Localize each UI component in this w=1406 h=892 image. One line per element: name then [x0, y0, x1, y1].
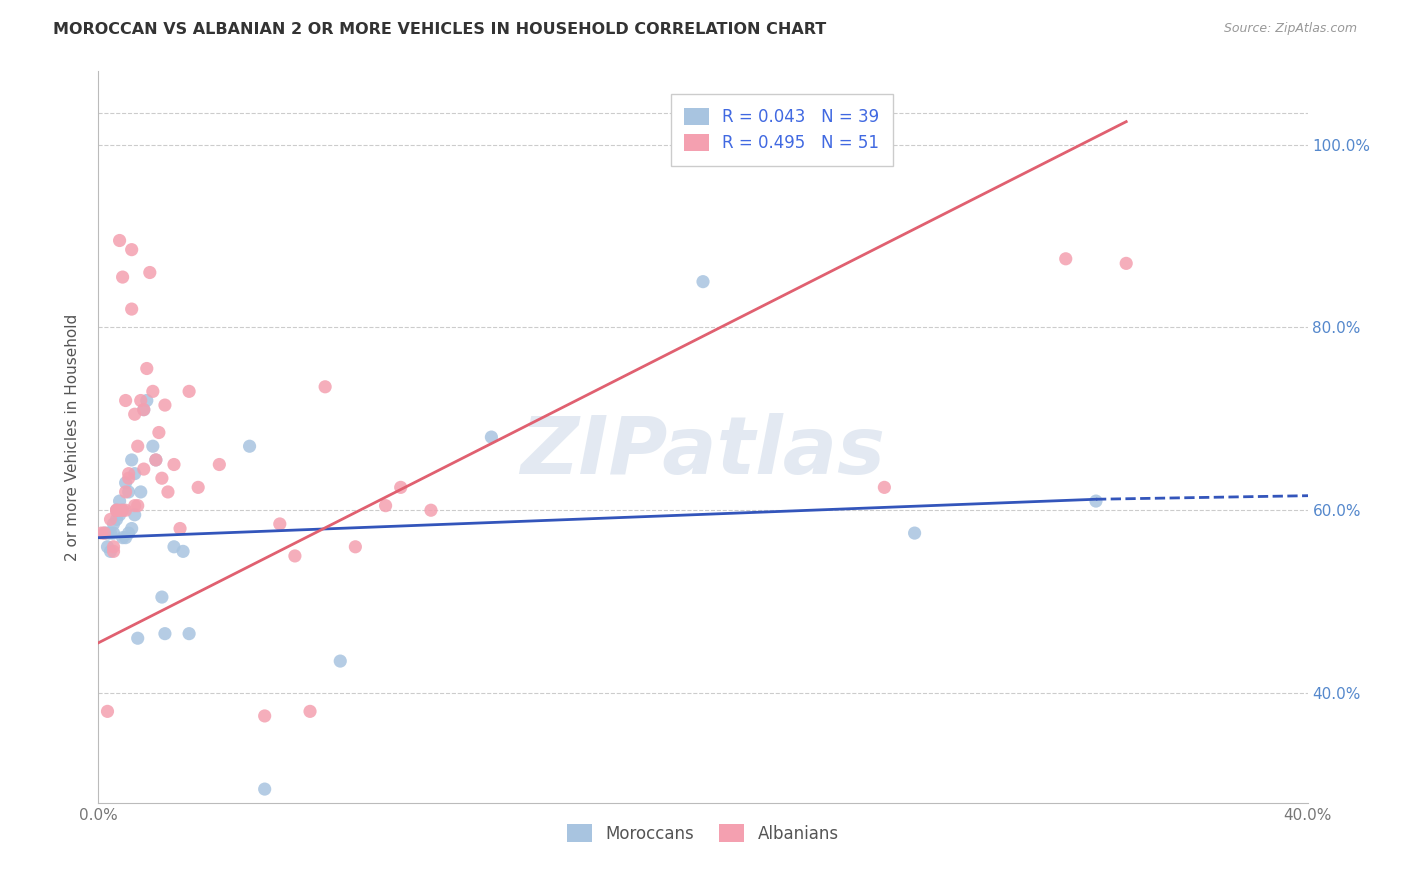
- Point: [124, 499, 146, 513]
- Point: [105, 503, 128, 517]
- Point: [129, 393, 152, 408]
- Point: [142, 384, 165, 399]
- Point: [111, 270, 134, 285]
- Point: [299, 705, 322, 719]
- Point: [148, 425, 170, 440]
- Point: [103, 516, 125, 531]
- Point: [145, 453, 167, 467]
- Point: [103, 526, 125, 541]
- Text: MOROCCAN VS ALBANIAN 2 OR MORE VEHICLES IN HOUSEHOLD CORRELATION CHART: MOROCCAN VS ALBANIAN 2 OR MORE VEHICLES …: [53, 22, 827, 37]
- Point: [118, 485, 141, 500]
- Point: [150, 471, 173, 485]
- Point: [873, 480, 896, 494]
- Point: [105, 512, 128, 526]
- Point: [253, 782, 276, 797]
- Point: [127, 439, 149, 453]
- Point: [132, 402, 155, 417]
- Point: [179, 626, 201, 640]
- Point: [111, 503, 134, 517]
- Point: [1054, 252, 1077, 266]
- Point: [129, 485, 152, 500]
- Point: [135, 393, 157, 408]
- Point: [103, 544, 125, 558]
- Point: [135, 361, 157, 376]
- Point: [127, 632, 149, 646]
- Point: [93, 526, 115, 541]
- Point: [163, 540, 186, 554]
- Point: [103, 540, 125, 554]
- Point: [329, 654, 352, 668]
- Text: Source: ZipAtlas.com: Source: ZipAtlas.com: [1223, 22, 1357, 36]
- Point: [96, 705, 118, 719]
- Point: [111, 531, 134, 545]
- Point: [156, 485, 179, 500]
- Point: [111, 503, 134, 517]
- Point: [93, 526, 115, 541]
- Point: [118, 471, 141, 485]
- Point: [153, 398, 176, 412]
- Point: [124, 467, 146, 481]
- Point: [1115, 256, 1137, 270]
- Point: [100, 512, 122, 526]
- Point: [124, 407, 146, 421]
- Point: [145, 453, 167, 467]
- Point: [139, 266, 162, 280]
- Point: [692, 275, 714, 289]
- Point: [314, 380, 336, 394]
- Point: [108, 494, 131, 508]
- Point: [169, 521, 191, 535]
- Point: [108, 234, 131, 248]
- Point: [114, 485, 136, 500]
- Point: [208, 458, 231, 472]
- Point: [108, 508, 131, 522]
- Point: [179, 384, 201, 399]
- Point: [253, 709, 276, 723]
- Point: [153, 626, 176, 640]
- Point: [121, 521, 143, 535]
- Legend: Moroccans, Albanians: Moroccans, Albanians: [561, 818, 845, 849]
- Point: [284, 549, 307, 563]
- Point: [163, 458, 186, 472]
- Point: [481, 430, 503, 444]
- Point: [114, 531, 136, 545]
- Point: [420, 503, 443, 517]
- Point: [100, 544, 122, 558]
- Point: [121, 243, 143, 257]
- Point: [344, 540, 367, 554]
- Point: [127, 499, 149, 513]
- Point: [121, 453, 143, 467]
- Point: [904, 526, 927, 541]
- Point: [105, 503, 128, 517]
- Point: [269, 516, 291, 531]
- Point: [132, 402, 155, 417]
- Point: [90, 526, 112, 541]
- Point: [124, 508, 146, 522]
- Point: [114, 503, 136, 517]
- Point: [114, 475, 136, 490]
- Point: [389, 480, 412, 494]
- Point: [1085, 494, 1108, 508]
- Point: [105, 503, 128, 517]
- Point: [239, 439, 262, 453]
- Point: [96, 526, 118, 541]
- Point: [96, 540, 118, 554]
- Point: [374, 499, 396, 513]
- Point: [118, 467, 141, 481]
- Point: [108, 503, 131, 517]
- Point: [114, 393, 136, 408]
- Point: [118, 526, 141, 541]
- Point: [132, 462, 155, 476]
- Point: [121, 301, 143, 317]
- Text: ZIPatlas: ZIPatlas: [520, 413, 886, 491]
- Point: [187, 480, 209, 494]
- Point: [100, 526, 122, 541]
- Point: [150, 590, 173, 604]
- Point: [142, 439, 165, 453]
- Y-axis label: 2 or more Vehicles in Household: 2 or more Vehicles in Household: [65, 313, 80, 561]
- Point: [172, 544, 194, 558]
